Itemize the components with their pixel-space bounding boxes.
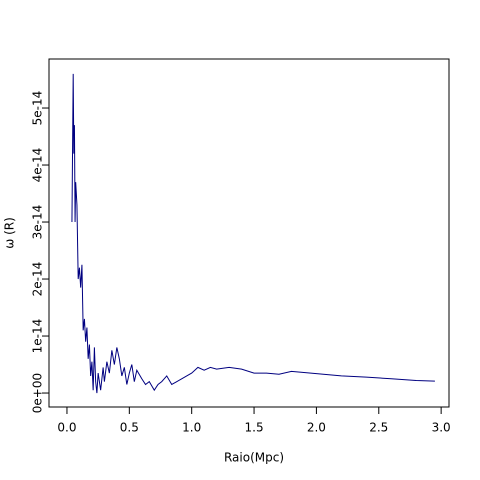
- y-tick-label: 2e-14: [31, 262, 45, 297]
- y-tick-label: 0e+00: [31, 373, 45, 413]
- data-line: [71, 73, 435, 394]
- x-axis-label: Raio(Mpc): [224, 451, 284, 465]
- y-axis-label: ω (R): [3, 217, 17, 249]
- x-tick-label: 1.0: [182, 421, 201, 435]
- y-tick-label: 5e-14: [31, 91, 45, 126]
- plot-box: [48, 58, 450, 408]
- y-tick-label: 3e-14: [31, 205, 45, 240]
- y-tick-label: 4e-14: [31, 148, 45, 183]
- y-tick-label: 1e-14: [31, 319, 45, 354]
- x-tick-label: 0.0: [57, 421, 76, 435]
- x-tick-label: 2.0: [307, 421, 326, 435]
- x-tick-label: 3.0: [432, 421, 451, 435]
- x-tick-label: 2.5: [369, 421, 388, 435]
- x-tick-label: 0.5: [120, 421, 139, 435]
- x-tick-label: 1.5: [245, 421, 264, 435]
